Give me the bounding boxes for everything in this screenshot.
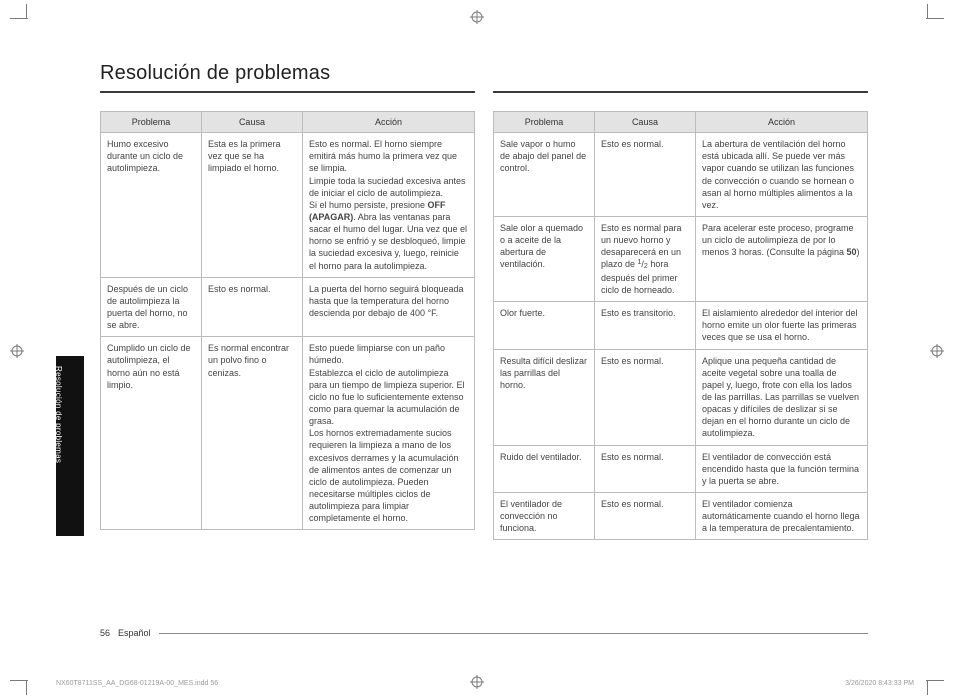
cell-accion: Aplique una pequeña cantidad de aceite v…: [695, 349, 867, 445]
title-rule: [100, 91, 868, 93]
table-row: Ruido del ventilador. Esto es normal. El…: [494, 445, 868, 492]
imprint-line: NX60T8711SS_AA_DG68-01219A-00_MES.indd 5…: [56, 680, 914, 687]
cell-problema: Cumplido un ciclo de autolimpieza, el ho…: [101, 337, 202, 530]
registration-mark-icon: [470, 10, 484, 24]
crop-mark: [927, 4, 928, 18]
cell-problema: Después de un ciclo de autolimpieza la p…: [101, 277, 202, 337]
right-column: Problema Causa Acción Sale vapor o humo …: [493, 111, 868, 540]
th-causa: Causa: [201, 112, 302, 133]
table-row: Humo excesivo durante un ciclo de autoli…: [101, 133, 475, 278]
troubleshooting-table-right: Problema Causa Acción Sale vapor o humo …: [493, 111, 868, 540]
table-row: Cumplido un ciclo de autolimpieza, el ho…: [101, 337, 475, 530]
cell-causa: Esto es normal.: [594, 445, 695, 492]
imprint-timestamp: 3/26/2020 8:43:33 PM: [845, 680, 914, 687]
crop-mark: [10, 18, 28, 19]
cell-causa: Esto es normal para un nuevo horno y des…: [594, 216, 695, 301]
cell-causa: Es normal encontrar un polvo fino o ceni…: [201, 337, 302, 530]
cell-accion: Para acelerar este proceso, programe un …: [695, 216, 867, 301]
footer-rule: [159, 633, 868, 634]
table-row: Olor fuerte. Esto es transitorio. El ais…: [494, 302, 868, 349]
left-column: Problema Causa Acción Humo excesivo dura…: [100, 111, 475, 540]
table-row: El ventilador de convección no funciona.…: [494, 492, 868, 539]
cell-problema: Ruido del ventilador.: [494, 445, 595, 492]
page-number: 56: [100, 628, 110, 638]
table-row: Después de un ciclo de autolimpieza la p…: [101, 277, 475, 337]
page-frame: Resolución de problemas Resolución de pr…: [56, 28, 898, 668]
th-problema: Problema: [494, 112, 595, 133]
cell-causa: Esta es la primera vez que se ha limpiad…: [201, 133, 302, 278]
page-footer: 56 Español: [100, 628, 868, 638]
crop-mark: [926, 680, 944, 681]
cell-accion: El ventilador comienza automáticamente c…: [695, 492, 867, 539]
troubleshooting-table-left: Problema Causa Acción Humo excesivo dura…: [100, 111, 475, 530]
cell-causa: Esto es transitorio.: [594, 302, 695, 349]
registration-mark-icon: [10, 344, 24, 358]
cell-problema: Resulta difícil deslizar las parrillas d…: [494, 349, 595, 445]
table-row: Sale olor a quemado o a aceite de la abe…: [494, 216, 868, 301]
cell-accion: La abertura de ventilación del horno est…: [695, 133, 867, 217]
cell-causa: Esto es normal.: [594, 133, 695, 217]
cell-accion: Esto puede limpiarse con un paño húmedo.…: [302, 337, 474, 530]
th-causa: Causa: [594, 112, 695, 133]
table-row: Resulta difícil deslizar las parrillas d…: [494, 349, 868, 445]
cell-accion: La puerta del horno seguirá bloqueada ha…: [302, 277, 474, 337]
cell-problema: Sale vapor o humo de abajo del panel de …: [494, 133, 595, 217]
crop-mark: [26, 681, 27, 695]
cell-problema: Humo excesivo durante un ciclo de autoli…: [101, 133, 202, 278]
cell-accion: El aislamiento alrededor del interior de…: [695, 302, 867, 349]
page-title: Resolución de problemas: [100, 62, 898, 85]
registration-mark-icon: [930, 344, 944, 358]
cell-problema: Sale olor a quemado o a aceite de la abe…: [494, 216, 595, 301]
cell-accion: El ventilador de convección está encendi…: [695, 445, 867, 492]
cell-problema: El ventilador de convección no funciona.: [494, 492, 595, 539]
th-accion: Acción: [302, 112, 474, 133]
section-tab-label: Resolución de problemas: [54, 366, 63, 526]
th-problema: Problema: [101, 112, 202, 133]
crop-mark: [927, 681, 928, 695]
cell-causa: Esto es normal.: [201, 277, 302, 337]
crop-mark: [26, 4, 27, 18]
cell-problema: Olor fuerte.: [494, 302, 595, 349]
crop-mark: [926, 18, 944, 19]
imprint-file: NX60T8711SS_AA_DG68-01219A-00_MES.indd 5…: [56, 680, 218, 687]
cell-accion: Esto es normal. El horno siempre emitirá…: [302, 133, 474, 278]
page-language: Español: [118, 628, 151, 638]
th-accion: Acción: [695, 112, 867, 133]
cell-causa: Esto es normal.: [594, 492, 695, 539]
table-row: Sale vapor o humo de abajo del panel de …: [494, 133, 868, 217]
cell-causa: Esto es normal.: [594, 349, 695, 445]
